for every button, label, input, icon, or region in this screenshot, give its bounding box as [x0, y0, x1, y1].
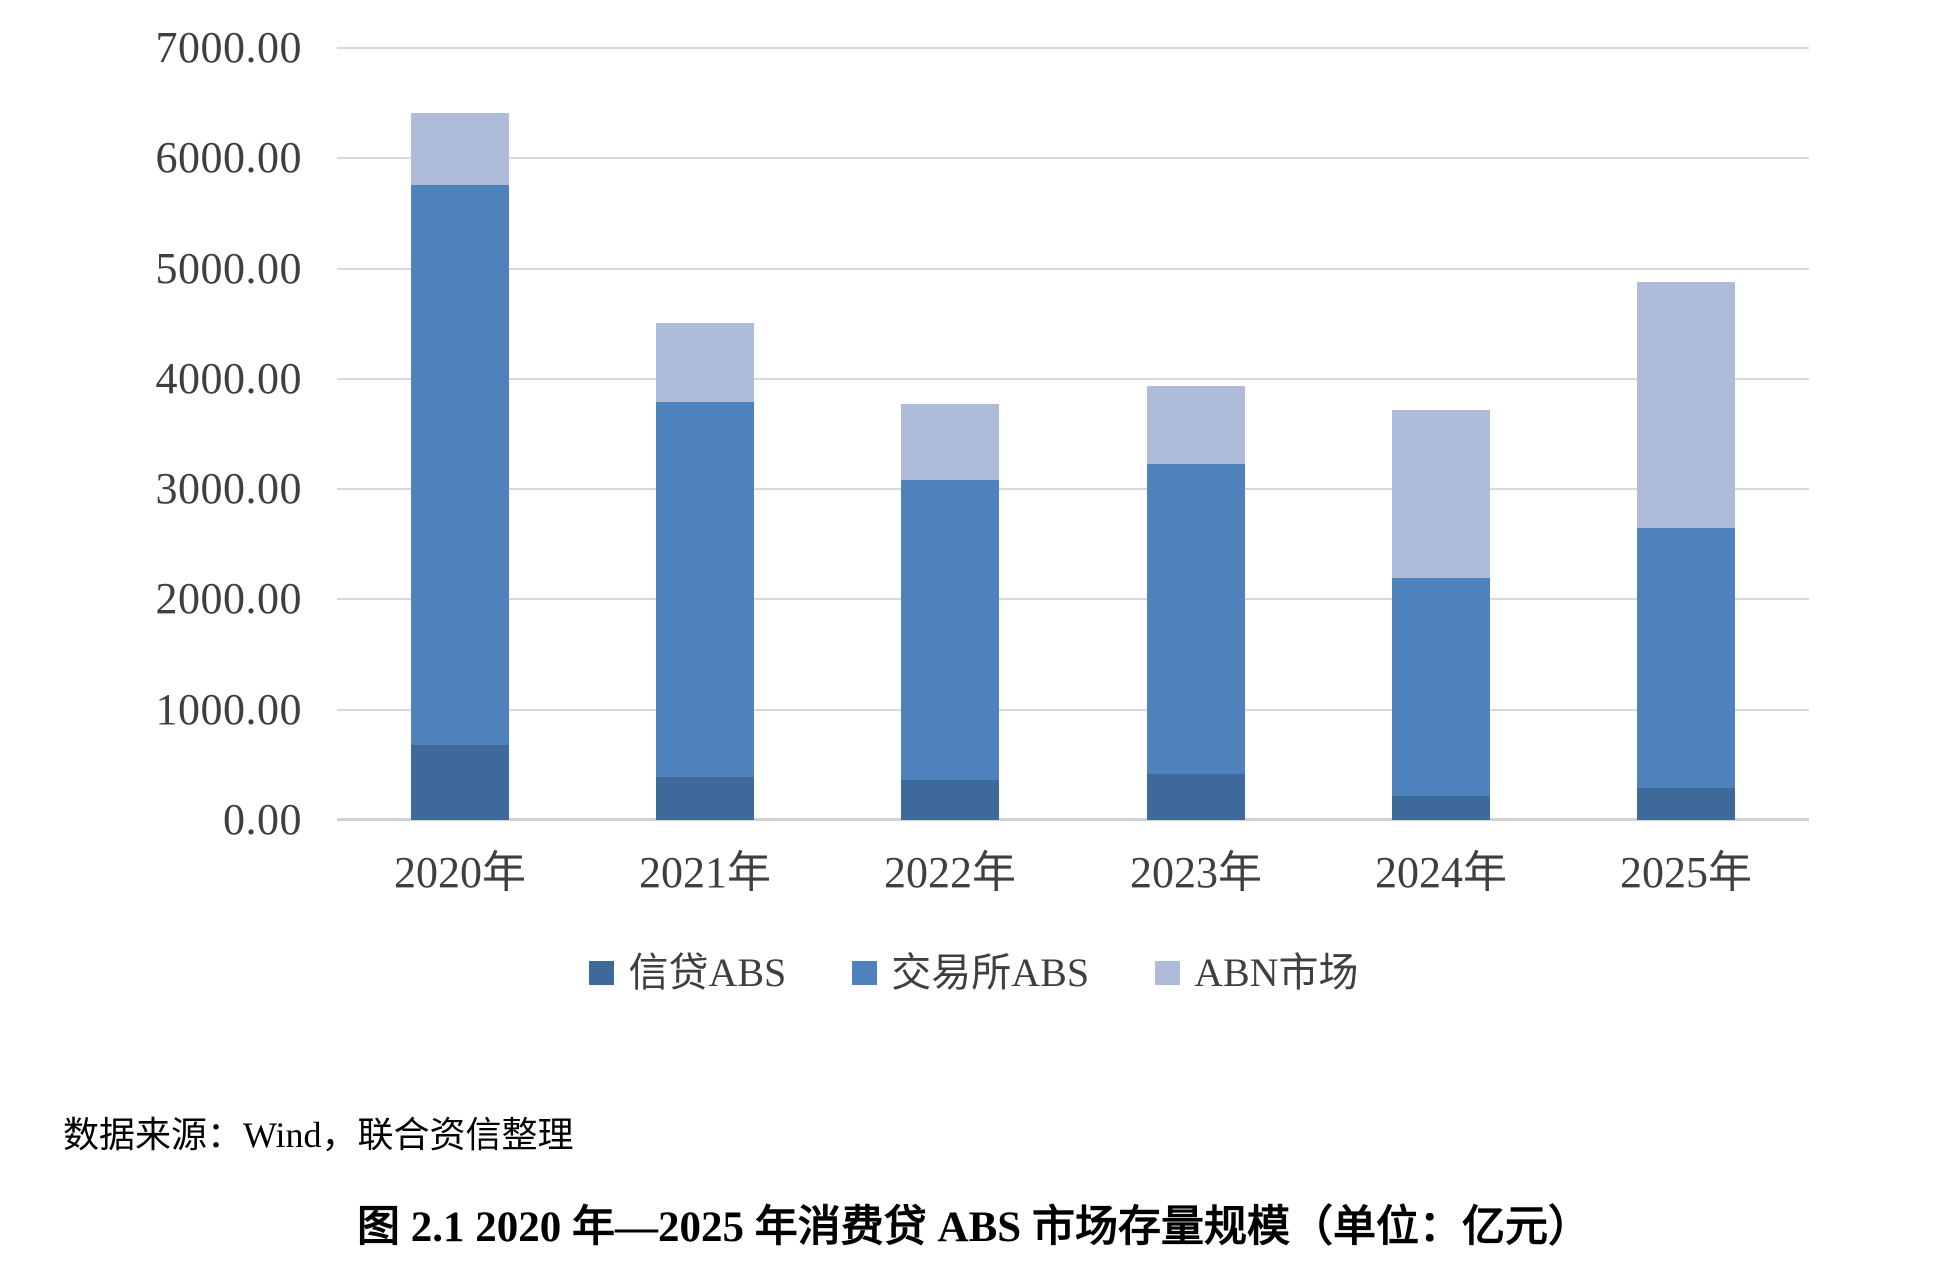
segment-jiaoyisuo-abs-2024 — [1392, 578, 1490, 796]
x-axis-label-2020: 2020年 — [394, 848, 526, 897]
legend-swatch-icon — [1155, 961, 1181, 985]
bar-stack-2022 — [901, 404, 999, 820]
legend-swatch-icon — [852, 961, 878, 985]
segment-abn-market-2020 — [411, 113, 509, 185]
segment-xindai-abs-2025 — [1637, 788, 1735, 820]
data-source-note: 数据来源：Wind，联合资信整理 — [63, 1115, 574, 1155]
legend-item-xindai-abs: 信贷ABS — [589, 949, 786, 997]
legend-label: 信贷ABS — [628, 950, 787, 995]
segment-abn-market-2023 — [1147, 385, 1245, 464]
x-axis-label-2023: 2023年 — [1130, 848, 1262, 897]
y-tick-label: 1000.00 — [155, 685, 302, 734]
segment-abn-market-2025 — [1637, 281, 1735, 528]
bar-stack-2021 — [656, 322, 754, 820]
x-axis-label-2024: 2024年 — [1375, 848, 1507, 897]
segment-xindai-abs-2024 — [1392, 795, 1490, 820]
y-tick-label: 2000.00 — [155, 574, 302, 623]
legend-label: 交易所ABS — [891, 950, 1090, 995]
chart-legend: 信贷ABS 交易所ABS ABN市场 — [0, 948, 1948, 998]
segment-jiaoyisuo-abs-2025 — [1637, 527, 1735, 788]
segment-jiaoyisuo-abs-2021 — [656, 402, 754, 777]
segment-abn-market-2022 — [901, 404, 999, 481]
figure-caption: 图 2.1 2020 年—2025 年消费贷 ABS 市场存量规模（单位：亿元） — [357, 1204, 1591, 1251]
x-axis-line — [337, 818, 1809, 821]
gridline — [337, 378, 1809, 380]
segment-xindai-abs-2023 — [1147, 773, 1245, 820]
plot-area — [337, 47, 1809, 821]
segment-xindai-abs-2021 — [656, 777, 754, 820]
bar-stack-2020 — [411, 113, 509, 820]
legend-item-abn-market: ABN市场 — [1155, 949, 1359, 997]
segment-xindai-abs-2022 — [901, 780, 999, 820]
gridline — [337, 488, 1809, 490]
bar-stack-2025 — [1637, 281, 1735, 820]
bar-stack-2024 — [1392, 409, 1490, 820]
bar-stack-2023 — [1147, 385, 1245, 820]
gridline — [337, 709, 1809, 711]
x-axis-label-2025: 2025年 — [1620, 848, 1752, 897]
legend-label: ABN市场 — [1194, 950, 1359, 995]
gridline — [337, 268, 1809, 270]
gridline — [337, 598, 1809, 600]
segment-abn-market-2021 — [656, 322, 754, 402]
x-axis-label-2021: 2021年 — [639, 848, 771, 897]
segment-abn-market-2024 — [1392, 409, 1490, 579]
x-axis-label-2022: 2022年 — [884, 848, 1016, 897]
y-tick-label: 7000.00 — [155, 23, 302, 72]
segment-jiaoyisuo-abs-2020 — [411, 184, 509, 745]
y-tick-label: 5000.00 — [155, 244, 302, 293]
legend-swatch-icon — [589, 961, 615, 985]
gridline — [337, 157, 1809, 159]
y-tick-label: 3000.00 — [155, 464, 302, 513]
y-tick-label: 6000.00 — [155, 133, 302, 182]
y-tick-label: 4000.00 — [155, 354, 302, 403]
segment-jiaoyisuo-abs-2022 — [901, 480, 999, 781]
legend-item-jiaoyisuo-abs: 交易所ABS — [852, 949, 1089, 997]
segment-jiaoyisuo-abs-2023 — [1147, 463, 1245, 774]
gridline — [337, 47, 1809, 49]
y-tick-label: 0.00 — [223, 795, 302, 844]
segment-xindai-abs-2020 — [411, 745, 509, 820]
